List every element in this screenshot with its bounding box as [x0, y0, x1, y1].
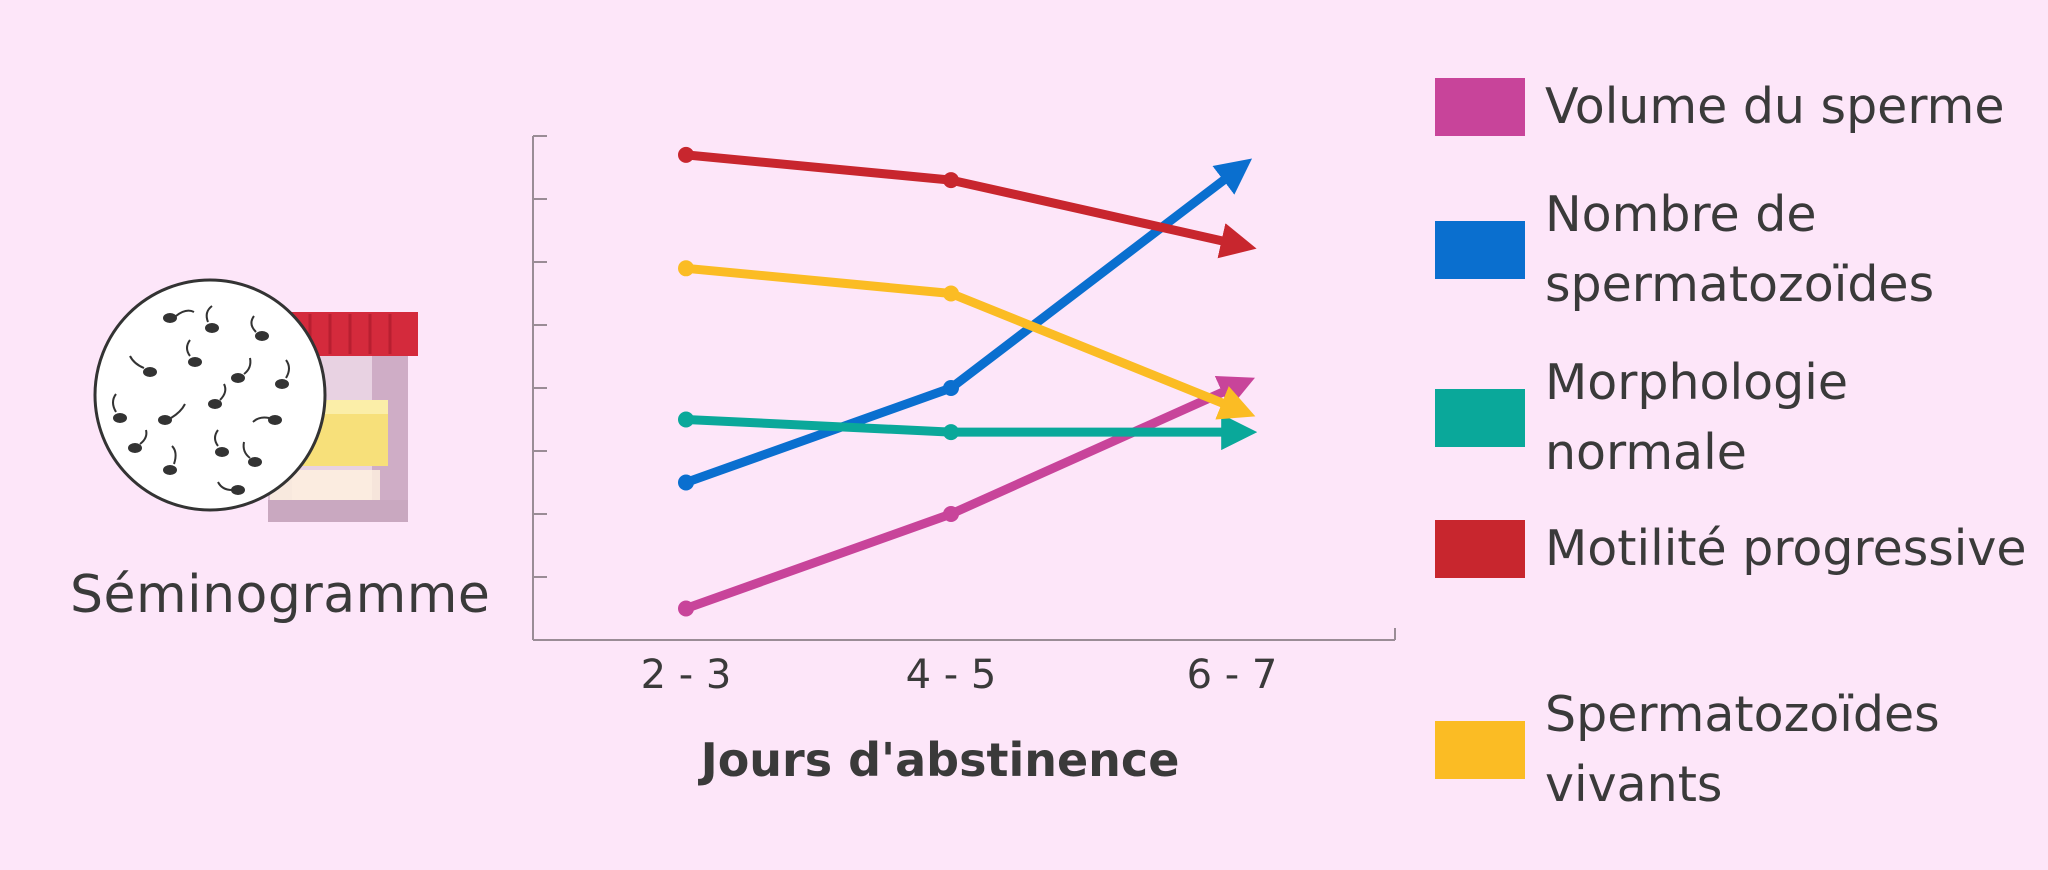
data-point [943, 424, 959, 441]
data-point [678, 411, 694, 428]
data-point [943, 506, 959, 522]
data-point [943, 285, 959, 302]
series-4 [678, 260, 1256, 420]
data-point [943, 380, 959, 396]
data-point [943, 172, 959, 189]
series-3 [678, 146, 1257, 259]
x-tick-label: 2 - 3 [641, 652, 732, 698]
sperm-cells [112, 305, 290, 495]
x-tick-label: 4 - 5 [906, 652, 997, 698]
data-point [678, 146, 694, 163]
seminogram-label: Séminogramme [70, 565, 491, 625]
data-point [678, 474, 694, 491]
x-axis-label: Jours d'abstinence [698, 733, 1180, 787]
jar-base [268, 500, 408, 522]
legend-swatch [1435, 221, 1525, 279]
legend-item: Nombre de spermatozoïdes [1435, 180, 2045, 320]
semen-sample-microscope-icon [93, 278, 418, 522]
legend-item: Spermatozoïdes vivants [1435, 680, 2045, 820]
legend-label: Morphologie normale [1545, 354, 1848, 481]
chart-axes [532, 135, 1396, 641]
seminogram-illustration: Séminogramme [0, 0, 520, 870]
data-point [678, 600, 694, 617]
series-2 [678, 411, 1258, 451]
legend-label: Motilité progressive [1545, 520, 2027, 577]
legend-item: Morphologie normale [1435, 348, 2045, 488]
legend-swatch [1435, 78, 1525, 136]
x-tick-label: 6 - 7 [1187, 652, 1278, 698]
chart-legend: Volume du sperme Nombre de spermatozoïdes… [1435, 0, 2045, 870]
legend-label: Nombre de spermatozoïdes [1545, 186, 1935, 313]
data-point [678, 260, 694, 277]
legend-swatch [1435, 520, 1525, 578]
series-line [685, 150, 1257, 259]
legend-item: Motilité progressive [1435, 514, 2045, 584]
line-chart: 2 - 3 4 - 5 6 - 7 Jours d'abstinence [532, 135, 1396, 787]
legend-label: Volume du sperme [1545, 78, 2005, 135]
series-1 [678, 158, 1253, 491]
legend-item: Volume du sperme [1435, 72, 2045, 142]
legend-label: Spermatozoïdes vivants [1545, 686, 1940, 813]
legend-swatch [1435, 389, 1525, 447]
legend-swatch [1435, 721, 1525, 779]
